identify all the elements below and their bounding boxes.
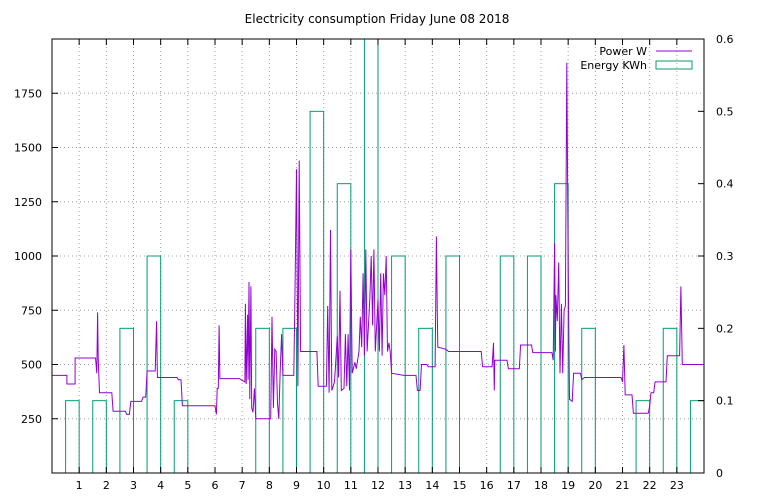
energy-bar [173, 400, 189, 474]
x-tick-label: 2 [103, 479, 110, 492]
legend: Power W Energy KWh [580, 45, 693, 72]
y2-tick-label: 0.4 [716, 178, 734, 191]
power-series-line [52, 62, 704, 420]
energy-bar [581, 327, 596, 474]
y-tick-label: 250 [21, 413, 42, 426]
y-tick-label: 750 [21, 304, 42, 317]
x-tick-label: 11 [344, 479, 358, 492]
x-tick-label: 7 [239, 479, 246, 492]
x-tick-label: 19 [561, 479, 575, 492]
x-tick-label: 20 [588, 479, 602, 492]
x-tick-label: 21 [616, 479, 630, 492]
legend-label-power: Power W [599, 45, 647, 58]
x-tick-label: 4 [157, 479, 164, 492]
x-tick-label: 13 [398, 479, 412, 492]
axes: 1 2 3 4 5 6 7 8 9 10 11 12 13 14 15 16 17 18 19 20 21 22 23250… [14, 33, 734, 492]
y2-tick-label: 0.3 [716, 250, 734, 263]
energy-bar [689, 400, 705, 474]
energy-bar [146, 255, 162, 474]
energy-bar [391, 255, 406, 474]
energy-bar [92, 400, 107, 474]
y-tick-label: 1500 [14, 142, 42, 155]
x-tick-label: 18 [534, 479, 548, 492]
x-tick-label: 6 [212, 479, 219, 492]
x-tick-label: 15 [453, 479, 467, 492]
y-tick-label: 1250 [14, 196, 42, 209]
x-tick-label: 8 [266, 479, 273, 492]
legend-label-energy: Energy KWh [580, 59, 647, 72]
y-tick-label: 1000 [14, 250, 42, 263]
energy-bar [65, 400, 80, 474]
y2-tick-label: 0.2 [716, 322, 734, 335]
y-tick-label: 1750 [14, 87, 42, 100]
y2-tick-label: 0.1 [716, 395, 734, 408]
x-tick-label: 3 [130, 479, 137, 492]
x-tick-label: 22 [643, 479, 657, 492]
x-tick-label: 10 [317, 479, 331, 492]
legend-swatch-energy [655, 60, 693, 70]
energy-bar [255, 327, 270, 474]
chart-title: Electricity consumption Friday June 08 2… [245, 12, 510, 26]
energy-bar [662, 327, 678, 474]
x-tick-label: 9 [293, 479, 300, 492]
x-tick-label: 14 [425, 479, 439, 492]
x-tick-label: 17 [507, 479, 521, 492]
x-tick-label: 12 [371, 479, 385, 492]
energy-bar [499, 255, 515, 474]
x-tick-label: 5 [184, 479, 191, 492]
y2-tick-label: 0.5 [716, 105, 734, 118]
energy-bar [119, 327, 134, 474]
x-tick-label: 23 [670, 479, 684, 492]
y2-tick-label: 0.6 [716, 33, 734, 46]
energy-bar [635, 400, 651, 474]
y2-tick-label: 0 [716, 467, 723, 480]
x-tick-label: 1 [76, 479, 83, 492]
x-tick-label: 16 [480, 479, 494, 492]
energy-bar [418, 327, 433, 474]
y-tick-label: 500 [21, 359, 42, 372]
power-line [52, 62, 704, 420]
energy-bar [526, 255, 542, 474]
